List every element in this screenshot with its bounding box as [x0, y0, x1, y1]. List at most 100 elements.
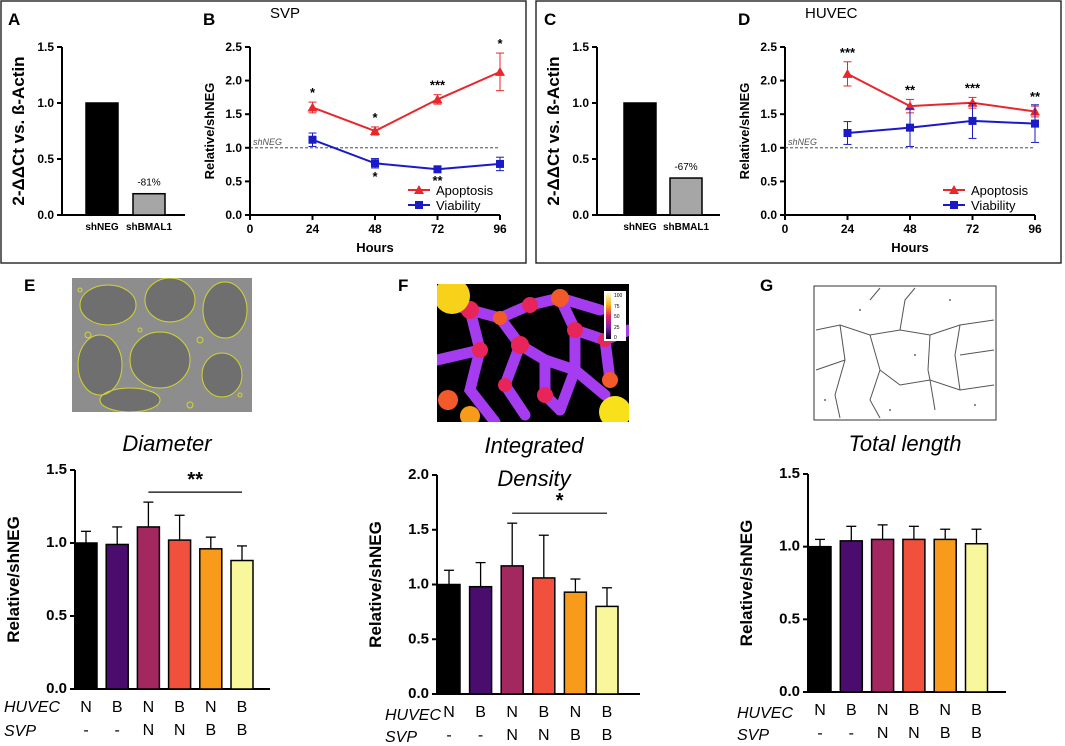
bar: [437, 583, 461, 695]
percent-annotation: -67%: [674, 162, 697, 173]
y-tick-label: 0.5: [760, 174, 777, 188]
significance-star: **: [1030, 89, 1041, 104]
x-axis-label: Hours: [356, 240, 394, 255]
x-tick-label: 0: [247, 222, 254, 236]
y-tick-label: 1.0: [779, 538, 800, 555]
y-axis-label: Relative/shNEG: [202, 83, 217, 180]
bar: [595, 605, 619, 695]
diameter-micrograph: [72, 278, 252, 412]
density-title-line1: Integrated: [484, 433, 584, 458]
huvec-cell: B: [602, 704, 613, 721]
colorbar: [606, 293, 611, 339]
data-point: [496, 159, 504, 168]
bar: [964, 543, 989, 693]
x-tick-label: shBMAL1: [126, 222, 173, 233]
huvec-cell: B: [112, 699, 123, 716]
data-point: [1031, 119, 1039, 128]
svp-label: SVP: [385, 729, 417, 746]
svp-cell: B: [602, 727, 613, 744]
huvec-label: HUVEC: [4, 699, 60, 716]
svp-cell: -: [478, 727, 483, 744]
y-tick-label: 0.0: [225, 208, 242, 222]
y-tick-label: 0.5: [408, 630, 429, 647]
panel-label-b: B: [203, 10, 215, 29]
svp-cell: N: [174, 722, 186, 739]
colorbar-label: 100: [614, 293, 623, 299]
legend-marker: [414, 185, 424, 194]
y-tick-label: 1.5: [46, 461, 67, 478]
colorbar-label: 25: [614, 325, 620, 331]
panel-label-d: D: [738, 10, 750, 29]
data-point: [308, 135, 317, 144]
legend-label: Apoptosis: [971, 183, 1029, 198]
bar: [623, 102, 657, 216]
data-point: [842, 68, 853, 78]
svp-cell: B: [205, 722, 216, 739]
legend-label: Viability: [971, 198, 1016, 213]
legend-marker: [950, 201, 958, 209]
significance-star: *: [310, 85, 316, 100]
bar: [808, 545, 832, 693]
y-tick-label: 2.5: [225, 40, 242, 54]
data-point: [307, 102, 318, 112]
bar: [74, 542, 98, 690]
condition-table-g: HUVEC SVP: [737, 705, 793, 744]
data-point: [370, 126, 380, 135]
huvec-label: HUVEC: [737, 705, 793, 722]
x-tick-label: shNEG: [623, 222, 657, 233]
charts: 0.0 0.5 1.0 1.5 2-ΔΔCt vs. ß-Actin shNEG shBMA…: [4, 5, 1042, 744]
bar: [669, 177, 703, 216]
x-tick-label: 96: [493, 222, 507, 236]
bar: [167, 539, 192, 690]
huvec-cell: B: [538, 704, 549, 721]
bar: [500, 565, 524, 695]
colorbar-label: 0: [614, 335, 617, 341]
data-point: [432, 94, 443, 104]
significance-star: *: [372, 110, 378, 125]
huvec-cell: N: [814, 702, 826, 719]
y-tick-label: 1.0: [572, 96, 589, 110]
y-tick-label: 2.0: [408, 466, 429, 483]
huvec-cell: N: [143, 699, 155, 716]
y-tick-label: 1.0: [760, 141, 777, 155]
x-tick-label: 72: [431, 222, 445, 236]
x-tick-label: 48: [903, 222, 917, 236]
huvec-cell: B: [909, 702, 920, 719]
significance-star: ***: [430, 78, 446, 93]
legend-marker: [949, 185, 959, 194]
bar: [105, 543, 129, 690]
huvec-cell: N: [939, 702, 951, 719]
y-tick-label: 2.0: [225, 74, 242, 88]
y-axis-label: Relative/shNEG: [737, 83, 752, 180]
x-axis-label: Hours: [891, 240, 929, 255]
frame-left: [0, 0, 527, 264]
y-tick-label: 0.5: [225, 174, 242, 188]
x-tick-label: 24: [841, 222, 855, 236]
x-tick-label: 96: [1028, 222, 1042, 236]
svp-cell: B: [570, 727, 581, 744]
data-point: [495, 66, 505, 76]
huvec-cell: N: [443, 704, 455, 721]
y-tick-label: 0.5: [46, 607, 67, 624]
y-axis-label: Relative/shNEG: [366, 521, 385, 648]
bar: [136, 526, 161, 690]
y-tick-label: 0.0: [408, 685, 429, 702]
huvec-cell: N: [570, 704, 582, 721]
colorbar-label: 50: [614, 314, 620, 320]
y-tick-label: 2.5: [760, 40, 777, 54]
y-axis-label: 2-ΔΔCt vs. ß-Actin: [544, 56, 563, 205]
x-tick-label: 72: [966, 222, 980, 236]
y-tick-label: 0.5: [572, 152, 589, 166]
chart-title: HUVEC: [805, 5, 858, 22]
bar: [468, 585, 493, 695]
svp-cell: N: [908, 725, 920, 742]
x-tick-label: 0: [782, 222, 789, 236]
svp-cell: B: [237, 722, 248, 739]
data-point: [371, 159, 379, 168]
svp-cell: -: [849, 725, 854, 742]
data-point: [905, 101, 915, 111]
significance-star: *: [497, 36, 503, 51]
svp-cell: -: [115, 722, 120, 739]
svp-cell: N: [538, 727, 550, 744]
